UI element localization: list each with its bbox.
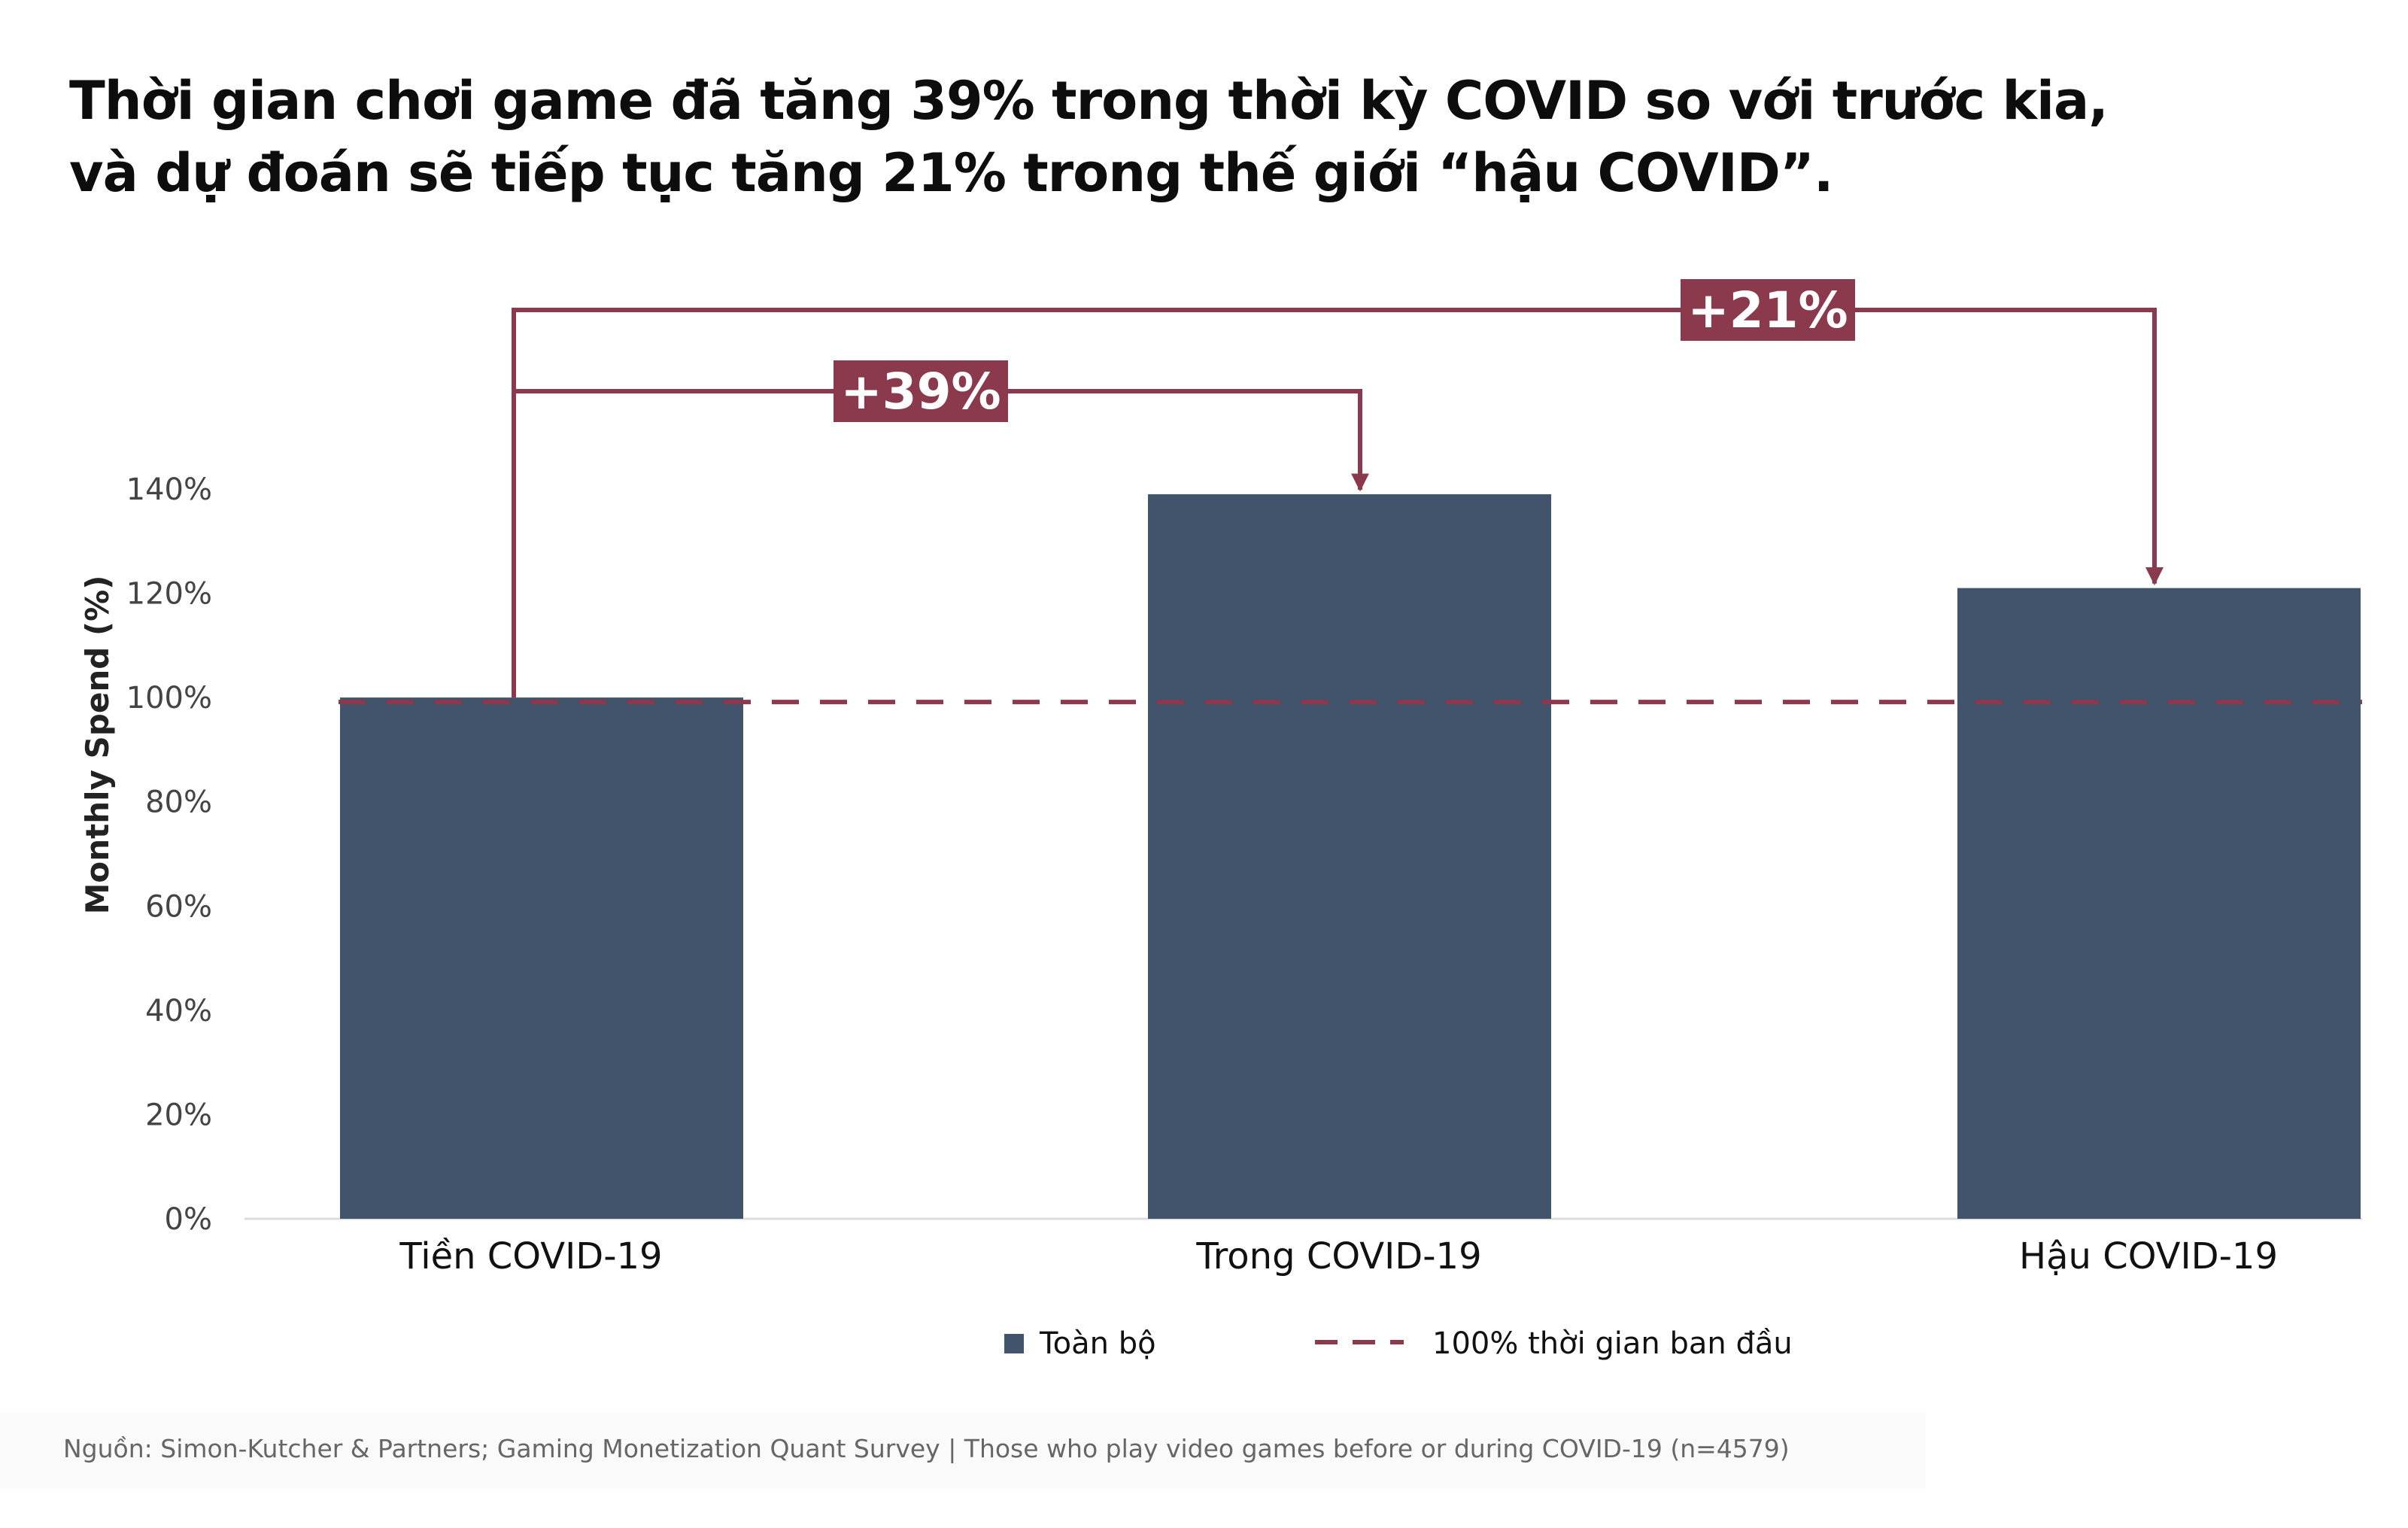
y-tick-label: 20% (145, 1098, 212, 1132)
source-footer (0, 1413, 1926, 1488)
y-tick-label: 120% (126, 577, 212, 612)
x-category-label: Tiền COVID-19 (399, 1235, 662, 1277)
bar-3 (1957, 588, 2361, 1219)
bar-chart: 0% 20% 40% 60% 80% 100% 120% 140% Monthly Spend … (79, 279, 2362, 1361)
legend-swatch-bar (1004, 1334, 1024, 1353)
y-tick-label: 0% (165, 1202, 212, 1237)
y-tick-label: 80% (145, 785, 212, 820)
annotation-box (834, 360, 1008, 422)
annotation-label: +39% (840, 363, 1001, 421)
bar-2 (1148, 494, 1551, 1219)
y-tick-label: 140% (126, 472, 212, 507)
annotation-box (1681, 279, 1855, 341)
x-category-label: Hậu COVID-19 (2019, 1235, 2278, 1277)
chart-title-line-1: Thời gian chơi game đã tăng 39% trong th… (69, 70, 2109, 132)
y-tick-label: 100% (126, 681, 212, 715)
bar-1 (340, 697, 743, 1219)
annotation-connector (512, 308, 2164, 698)
y-tick-label: 60% (145, 889, 212, 924)
legend-label-reference: 100% thời gian ban đầu (1432, 1326, 1793, 1361)
annotation-label: +21% (1687, 281, 1848, 339)
legend-label-bar: Toàn bộ (1039, 1326, 1156, 1361)
chart-title: Thời gian chơi game đã tăng 39% trong th… (69, 65, 2326, 209)
chart-title-line-2: và dự đoán sẽ tiếp tục tăng 21% trong th… (69, 142, 1833, 204)
source-note: Nguồn: Simon-Kutcher & Partners; Gaming … (63, 1434, 1790, 1463)
y-axis-title: Monthly Spend (%) (79, 576, 116, 915)
x-category-label: Trong COVID-19 (1195, 1235, 1481, 1277)
y-tick-label: 40% (145, 994, 212, 1028)
